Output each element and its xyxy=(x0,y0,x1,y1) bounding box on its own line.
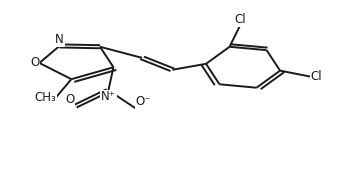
Text: O: O xyxy=(30,56,40,69)
Text: Cl: Cl xyxy=(310,70,322,83)
Text: O: O xyxy=(66,93,75,106)
Text: O⁻: O⁻ xyxy=(135,95,151,108)
Text: N⁺: N⁺ xyxy=(101,90,116,103)
Text: N: N xyxy=(55,33,64,46)
Text: Cl: Cl xyxy=(234,13,245,26)
Text: CH₃: CH₃ xyxy=(34,91,56,104)
